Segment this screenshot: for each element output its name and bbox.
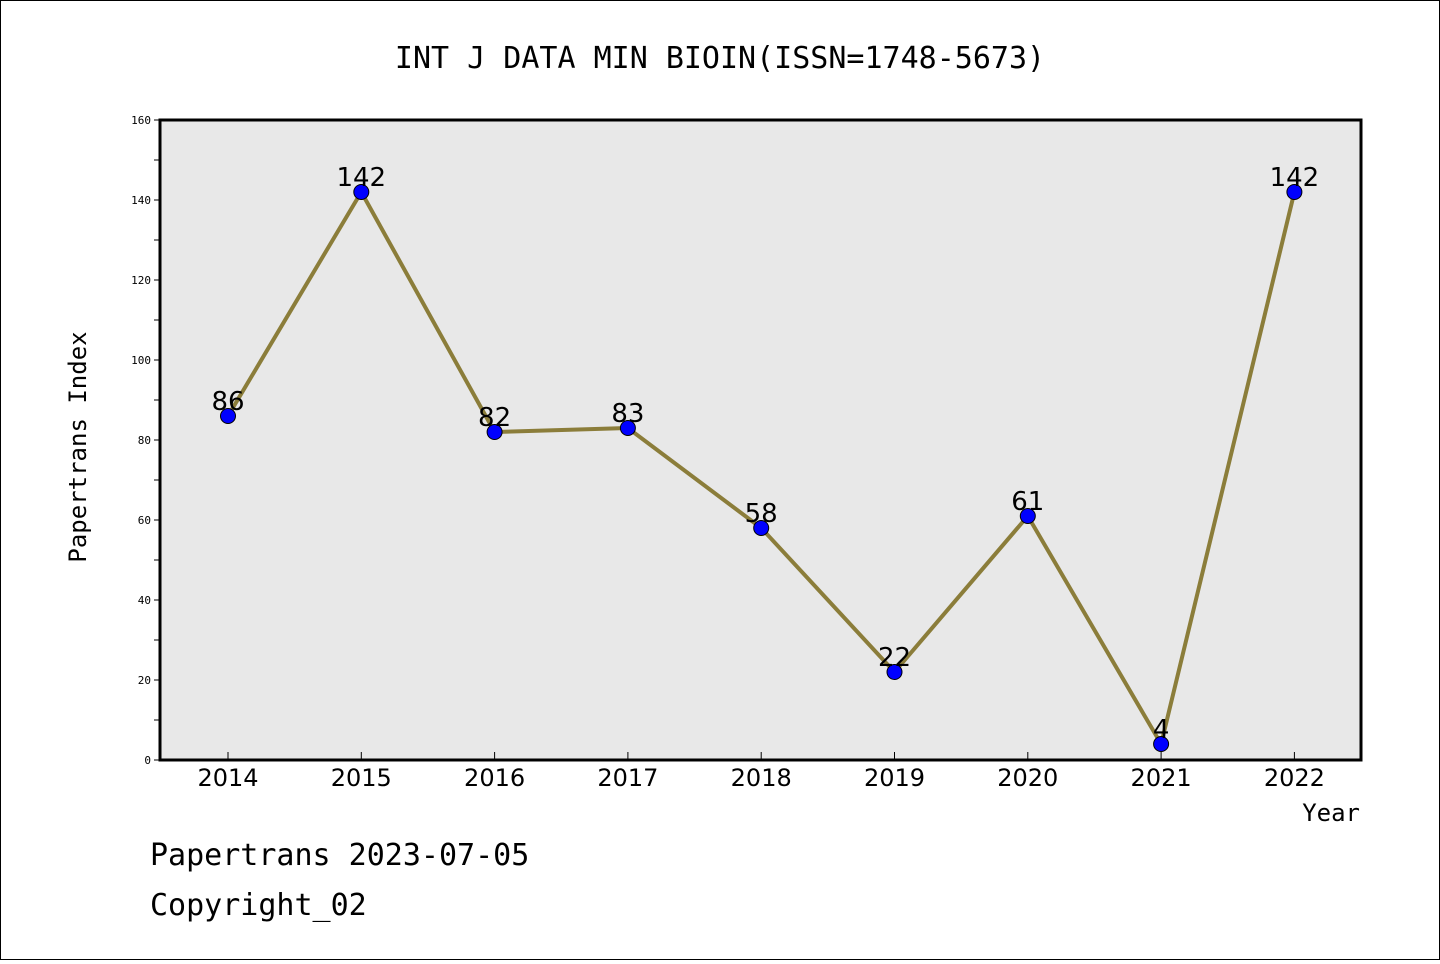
data-point bbox=[1286, 184, 1303, 200]
y-axis: 0 20 40 60 80 100 120 140 160 bbox=[131, 114, 160, 767]
y-tick-label: 120 bbox=[131, 274, 151, 287]
data-label: 142 bbox=[1270, 163, 1320, 193]
y-tick-label: 140 bbox=[131, 194, 151, 207]
data-label: 4 bbox=[1153, 715, 1170, 745]
x-tick-label: 2016 bbox=[464, 764, 525, 792]
x-tick-label: 2021 bbox=[1131, 764, 1192, 792]
y-axis-label: Papertrans Index bbox=[64, 331, 92, 562]
x-tick-label: 2014 bbox=[197, 764, 258, 792]
y-tick-label: 80 bbox=[138, 434, 151, 447]
chart-title: INT J DATA MIN BIOIN(ISSN=1748-5673) bbox=[395, 41, 1045, 76]
data-point bbox=[619, 420, 636, 436]
x-tick-label: 2015 bbox=[331, 764, 392, 792]
x-tick-label: 2018 bbox=[731, 764, 792, 792]
y-tick-label: 100 bbox=[131, 354, 151, 367]
x-tick-label: 2022 bbox=[1264, 764, 1325, 792]
data-label: 142 bbox=[336, 163, 386, 193]
footer-copyright: Copyright_02 bbox=[150, 888, 367, 923]
y-tick-label: 60 bbox=[138, 514, 151, 527]
data-point bbox=[1153, 736, 1170, 752]
x-tick-label: 2017 bbox=[597, 764, 658, 792]
data-point bbox=[886, 664, 903, 680]
data-point bbox=[1019, 508, 1036, 524]
x-axis-label: Year bbox=[1302, 799, 1360, 827]
data-label: 58 bbox=[745, 499, 778, 529]
y-tick-label: 20 bbox=[138, 674, 151, 687]
footer-date: Papertrans 2023-07-05 bbox=[150, 838, 529, 873]
x-tick-label: 2019 bbox=[864, 764, 925, 792]
data-point bbox=[753, 520, 770, 536]
data-label: 86 bbox=[211, 387, 244, 417]
data-point bbox=[220, 408, 236, 424]
y-tick-label: 160 bbox=[131, 114, 151, 127]
y-tick-label: 0 bbox=[144, 754, 151, 767]
x-tick-label: 2020 bbox=[997, 764, 1058, 792]
x-axis: 2014 2015 2016 2017 2018 2019 2020 2021 2022 bbox=[197, 752, 1325, 792]
data-label: 61 bbox=[1011, 487, 1044, 517]
y-tick-label: 40 bbox=[138, 594, 151, 607]
data-label: 82 bbox=[478, 403, 511, 433]
data-point bbox=[353, 184, 370, 200]
plot-area bbox=[158, 118, 1363, 762]
series-layer: 86 142 82 83 58 22 61 4 142 bbox=[211, 163, 1319, 752]
data-label: 22 bbox=[878, 643, 911, 673]
data-point bbox=[486, 424, 503, 440]
data-label: 83 bbox=[611, 399, 644, 429]
